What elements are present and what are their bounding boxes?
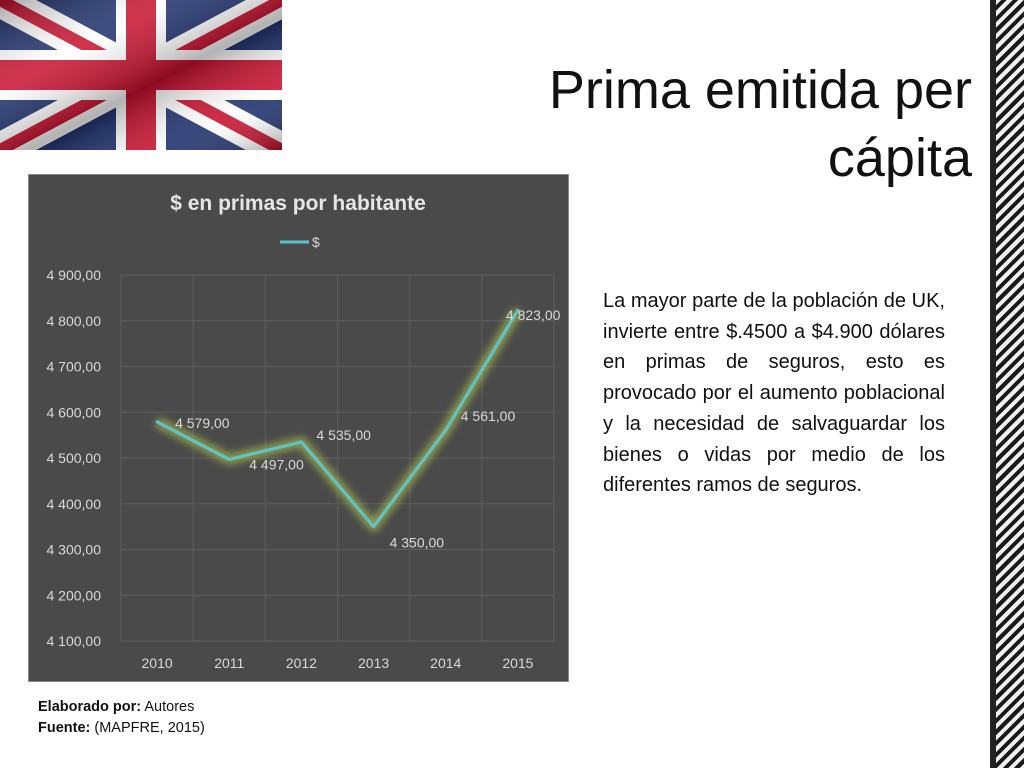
data-label: 4 823,00 (506, 307, 561, 323)
x-axis: 2010 2011 2012 2013 2014 2015 (142, 655, 534, 671)
x-tick-label: 2010 (142, 655, 173, 671)
line-chart: $ en primas por habitante $ 4 100,00 4 20… (28, 174, 569, 682)
data-series (154, 307, 523, 532)
data-point (516, 308, 520, 312)
y-tick-label: 4 900,00 (47, 267, 102, 283)
x-tick-label: 2015 (502, 655, 533, 671)
data-label: 4 561,00 (461, 408, 516, 424)
source-line: Fuente: (MAPFRE, 2015) (38, 718, 205, 739)
data-label: 4 579,00 (175, 415, 230, 431)
y-tick-label: 4 400,00 (47, 496, 102, 512)
y-tick-label: 4 700,00 (47, 359, 102, 375)
x-tick-label: 2012 (286, 655, 317, 671)
union-jack-flag-icon (0, 0, 282, 150)
y-tick-label: 4 500,00 (47, 450, 102, 466)
data-point (227, 457, 231, 461)
y-axis: 4 100,00 4 200,00 4 300,00 4 400,00 4 500,00… (47, 267, 102, 649)
credit-label: Elaborado por: (38, 699, 142, 715)
credit-line: Elaborado por: Autores (38, 697, 205, 718)
legend-label: $ (312, 234, 320, 250)
data-label: 4 350,00 (390, 535, 445, 551)
data-label: 4 535,00 (316, 427, 371, 443)
decorative-border (990, 0, 1024, 768)
chart-canvas: $ en primas por habitante $ 4 100,00 4 20… (47, 192, 561, 671)
chart-legend: $ (280, 234, 320, 250)
credit-value: Autores (144, 699, 195, 715)
data-point (372, 525, 376, 529)
grid-lines (120, 274, 555, 642)
y-tick-label: 4 800,00 (47, 313, 102, 329)
y-tick-label: 4 300,00 (47, 542, 102, 558)
slide-title: Prima emitida per cápita (548, 60, 972, 189)
source-value: (MAPFRE, 2015) (94, 720, 205, 736)
chart-title: $ en primas por habitante (170, 192, 426, 215)
data-point (155, 420, 159, 424)
x-tick-label: 2011 (214, 655, 244, 671)
y-tick-label: 4 600,00 (47, 404, 102, 420)
source-note: Elaborado por: Autores Fuente: (MAPFRE, … (38, 697, 205, 739)
data-labels: 4 579,00 4 497,00 4 535,00 4 350,00 4 561,00… (175, 307, 561, 550)
source-label: Fuente: (38, 720, 91, 736)
body-paragraph: La mayor parte de la población de UK, in… (603, 290, 945, 497)
x-tick-label: 2013 (358, 655, 389, 671)
data-label: 4 497,00 (249, 456, 304, 472)
data-point (444, 428, 448, 432)
y-tick-label: 4 100,00 (47, 633, 102, 649)
series-line (156, 309, 520, 529)
data-point (299, 440, 303, 444)
union-jack-flag-image (0, 0, 282, 150)
y-tick-label: 4 200,00 (47, 587, 102, 603)
x-tick-label: 2014 (430, 655, 461, 671)
